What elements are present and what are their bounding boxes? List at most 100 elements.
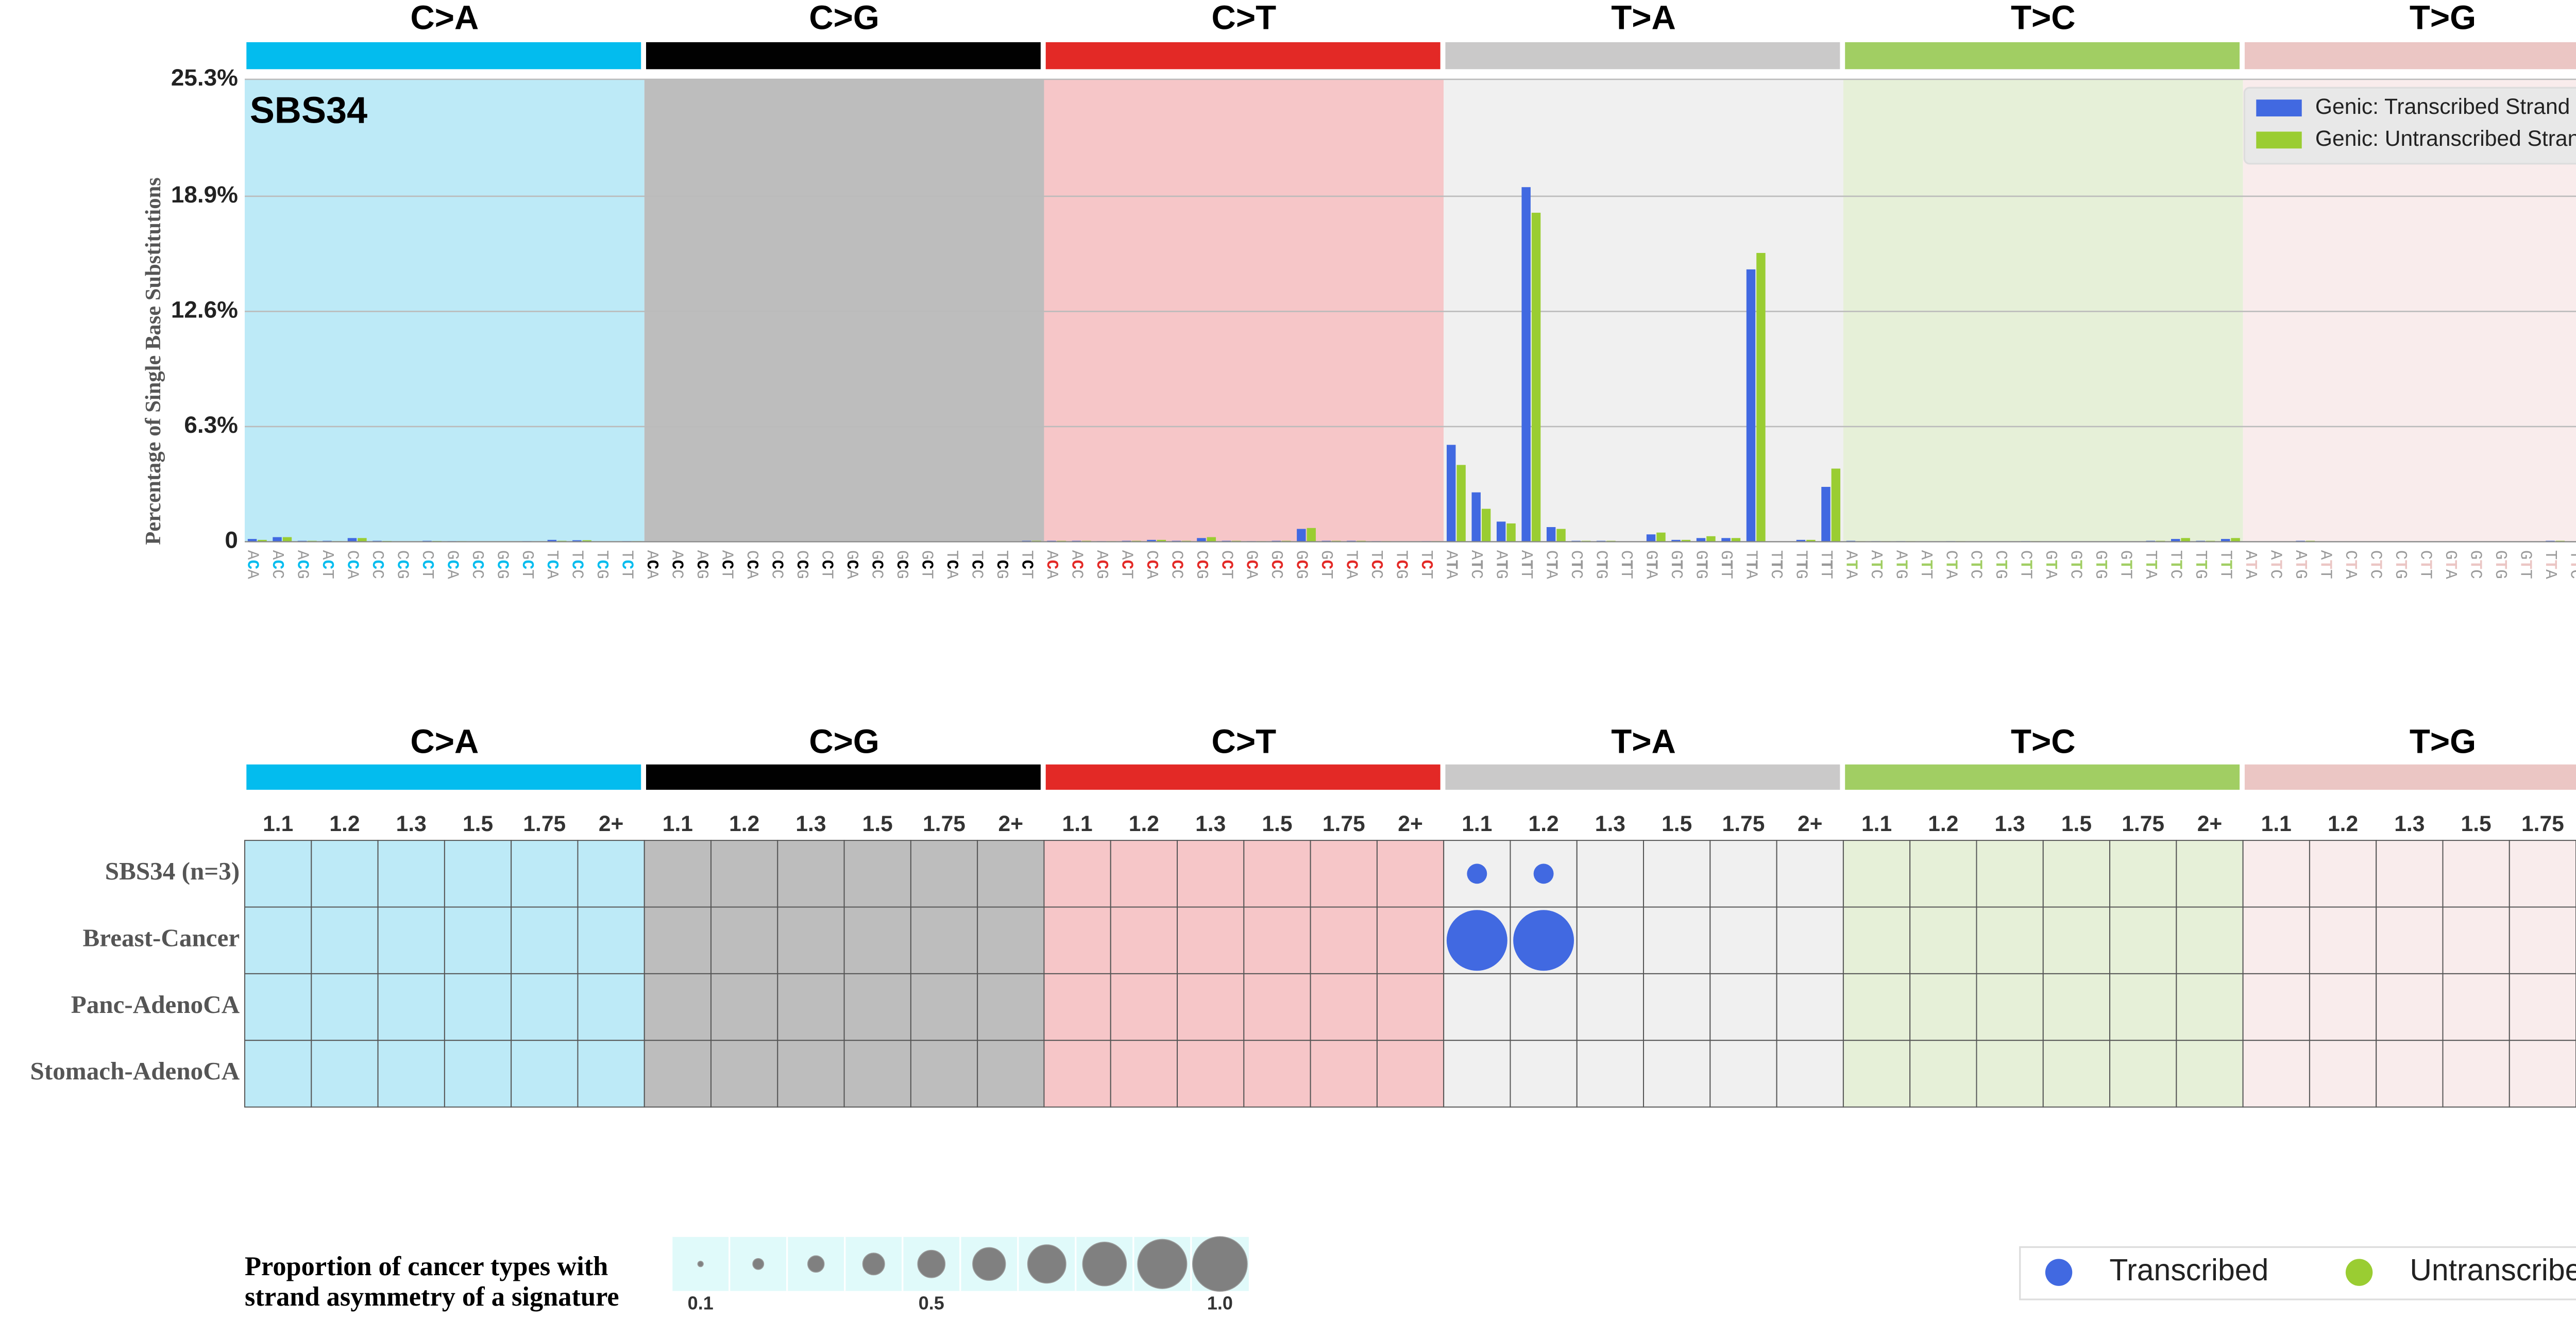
grid-cell: [2042, 840, 2111, 908]
bar: [1656, 532, 1666, 542]
x-tick-label: GCC: [867, 550, 885, 579]
x-tick-label: TCT: [617, 550, 635, 579]
grid-cell: [244, 1040, 312, 1108]
legend-label: Genic: Transcribed Strand: [2315, 94, 2570, 119]
group-header-label: T>C: [2011, 723, 2076, 760]
bar: [247, 539, 257, 542]
x-tick-label: CTA: [2341, 550, 2359, 579]
grid-cell: [511, 1040, 579, 1108]
strand-legend-label: Untranscribed: [2410, 1254, 2576, 1287]
x-tick-label: TTA: [2541, 550, 2559, 579]
bin-label: 1.2: [2328, 811, 2358, 836]
grid-cell: [1310, 840, 1378, 908]
group-header-bar: [646, 764, 1041, 790]
x-tick-label: ACT: [318, 550, 336, 579]
bar: [1447, 445, 1456, 542]
grid-cell: [1709, 973, 1777, 1041]
bar: [1821, 486, 1831, 542]
row-label: Breast-Cancer: [83, 923, 240, 952]
grid-cell: [710, 1040, 778, 1108]
x-tick-label: CCC: [767, 550, 785, 579]
x-tick-label: GCG: [1292, 550, 1310, 579]
grid-cell: [1376, 906, 1445, 974]
x-tick-label: ACC: [268, 550, 286, 579]
x-tick-label: ACA: [1042, 550, 1060, 579]
grid-cell: [2242, 973, 2310, 1041]
bubble: [1446, 910, 1507, 971]
bin-label: 1.75: [923, 811, 965, 836]
x-tick-label: TTC: [2566, 550, 2576, 579]
x-tick-label: GCT: [1317, 550, 1335, 579]
bin-label: 1.5: [1662, 811, 1692, 836]
size-legend-circle: [862, 1253, 885, 1276]
grid-cell: [977, 906, 1045, 974]
grid-cell: [377, 840, 445, 908]
grid-cell: [444, 840, 512, 908]
x-tick-label: GCC: [1267, 550, 1285, 579]
grid-cell: [1776, 906, 1844, 974]
grid-cell: [577, 906, 645, 974]
x-tick-label: GTG: [2091, 550, 2109, 579]
grid-cell: [977, 973, 1045, 1041]
bin-label: 1.2: [1529, 811, 1559, 836]
grid-cell: [244, 906, 312, 974]
grid-cell: [643, 840, 712, 908]
grid-cell: [2509, 973, 2576, 1041]
bin-label: 1.3: [1195, 811, 1226, 836]
x-tick-label: GTG: [2491, 550, 2509, 579]
bar: [1646, 534, 1656, 542]
grid-cell: [1776, 840, 1844, 908]
bar: [547, 539, 557, 542]
grid-cell: [1110, 1040, 1178, 1108]
size-legend-tick: 0.1: [688, 1292, 714, 1313]
group-header-bar: [246, 42, 641, 70]
grid-cell: [2176, 1040, 2244, 1108]
grid-cell: [1976, 973, 2044, 1041]
bar: [582, 540, 591, 542]
y-tick-label: 6.3%: [184, 411, 238, 438]
bar: [1197, 538, 1206, 542]
grid-cell: [377, 973, 445, 1041]
grid-cell: [977, 840, 1045, 908]
grid-cell: [1909, 1040, 1977, 1108]
grid-cell: [444, 906, 512, 974]
x-tick-label: ATG: [1492, 550, 1510, 579]
bin-label: 1.1: [1861, 811, 1892, 836]
row-label: Panc-AdenoCA: [71, 990, 240, 1019]
grid-cell: [910, 1040, 978, 1108]
group-background: [1444, 79, 1843, 542]
y-tick-label: 12.6%: [171, 296, 238, 323]
grid-cell: [2309, 840, 2377, 908]
x-tick-label: TCG: [992, 550, 1010, 579]
bar: [1796, 539, 1806, 542]
bin-label: 1.75: [2122, 811, 2164, 836]
grid-cell: [1243, 906, 1311, 974]
x-tick-label: TTG: [1791, 550, 1809, 579]
x-tick-label: TTA: [1741, 550, 1759, 579]
x-tick-label: ACT: [1117, 550, 1135, 579]
bar: [258, 539, 267, 542]
grid-cell: [2242, 1040, 2310, 1108]
bin-label: 1.1: [1462, 811, 1492, 836]
x-tick-label: GCC: [468, 550, 486, 579]
x-tick-label: TTC: [2166, 550, 2184, 579]
grid-cell: [710, 906, 778, 974]
bar: [347, 538, 357, 542]
x-tick-label: TCC: [1367, 550, 1385, 579]
grid-cell: [1243, 840, 1311, 908]
x-tick-label: CCT: [817, 550, 835, 579]
grid-cell: [1376, 840, 1445, 908]
group-header-label: C>G: [809, 723, 879, 760]
x-tick-label: GTT: [2516, 550, 2534, 579]
group-header-label: T>A: [1611, 723, 1676, 760]
group-background: [1843, 79, 2243, 542]
group-header-bar: [1445, 764, 1840, 790]
group-header-bar: [646, 42, 1041, 70]
size-legend-circle: [917, 1249, 946, 1278]
x-tick-label: GTT: [2116, 550, 2134, 579]
bin-label: 1.5: [463, 811, 493, 836]
bin-label: 2+: [2197, 811, 2223, 836]
grid-cell: [1576, 973, 1645, 1041]
grid-cell: [2442, 973, 2510, 1041]
grid-cell: [2042, 973, 2111, 1041]
